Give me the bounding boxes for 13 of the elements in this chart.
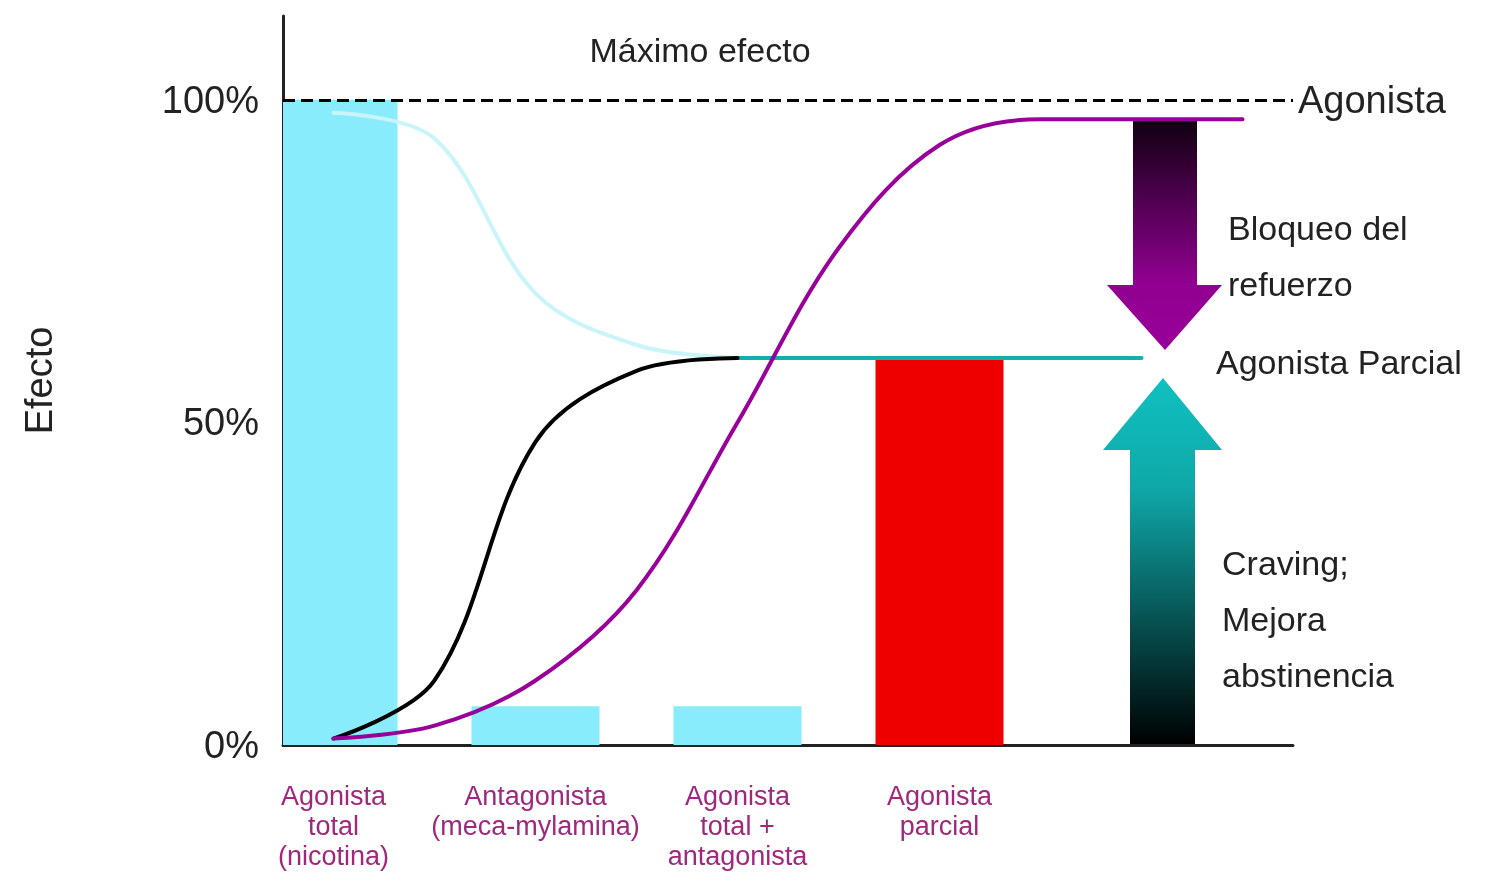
annotation: Agonista Parcial (1216, 343, 1462, 381)
annotation: Máximo efecto (589, 31, 811, 69)
x-tick-label: Antagonista (meca-mylamina) (431, 781, 640, 841)
x-tick-label: Agonista total + antagonista (667, 781, 809, 871)
ref-line-label: Agonista (1298, 78, 1447, 121)
annotation: Craving; Mejora abstinencia (1222, 544, 1395, 694)
annotation: Bloqueo del refuerzo (1228, 209, 1418, 303)
y-tick-label: 0% (204, 724, 259, 766)
y-axis-title: Efecto (18, 326, 60, 435)
y-tick-label: 50% (182, 401, 259, 444)
y-tick-label: 100% (161, 78, 259, 121)
x-tick-label: Agonista parcial (886, 781, 994, 841)
x-tick-label: Agonista total (nicotina) (277, 781, 390, 871)
